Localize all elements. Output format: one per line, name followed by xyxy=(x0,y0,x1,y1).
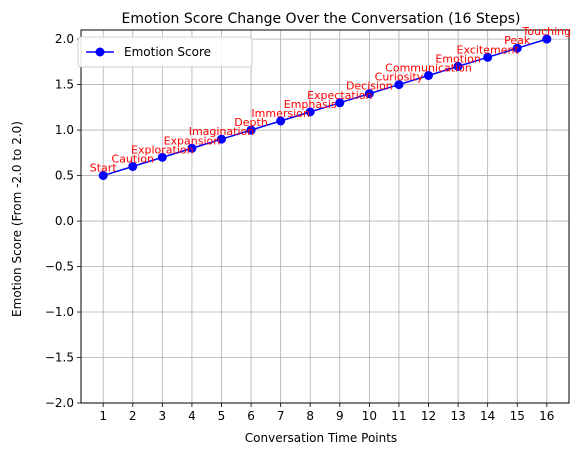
legend-box xyxy=(77,36,253,68)
data-point xyxy=(157,152,167,162)
chart-title: Emotion Score Change Over the Conversati… xyxy=(122,11,521,27)
y-tick-label: 1.5 xyxy=(55,78,74,92)
x-tick-label: 7 xyxy=(277,409,285,423)
data-point xyxy=(276,116,286,126)
y-tick-label: 1.0 xyxy=(55,123,74,137)
x-tick-label: 13 xyxy=(450,409,465,423)
legend-entry-label: Emotion Score xyxy=(124,45,211,59)
point-annotation: Emphasis xyxy=(284,98,337,111)
x-tick-label: 9 xyxy=(336,409,344,423)
data-point xyxy=(394,80,404,90)
point-annotation: Curiosity xyxy=(375,71,424,84)
x-tick-label: 6 xyxy=(247,409,255,423)
x-tick-label: 3 xyxy=(159,409,167,423)
legend-marker-swatch xyxy=(95,47,105,57)
data-point xyxy=(216,134,226,144)
y-tick-label: 0.0 xyxy=(55,214,74,228)
x-tick-label: 11 xyxy=(391,409,406,423)
data-point xyxy=(128,161,138,171)
data-point xyxy=(453,61,463,71)
data-point xyxy=(246,125,256,135)
plot-area xyxy=(80,29,570,404)
data-point xyxy=(98,171,108,181)
point-annotation: Caution xyxy=(112,152,154,165)
y-tick-label: −0.5 xyxy=(45,260,74,274)
data-point xyxy=(542,34,552,44)
point-annotation: Expansion xyxy=(164,134,221,147)
point-annotation: Emotion xyxy=(435,52,480,65)
series-line xyxy=(102,38,548,177)
point-annotation: Touching xyxy=(522,25,572,38)
point-annotation: Start xyxy=(90,162,118,175)
point-annotation: Decision xyxy=(346,80,393,93)
x-tick-label: 5 xyxy=(218,409,226,423)
point-annotation: Imagination xyxy=(189,125,255,138)
y-axis-ticks: −2.0 −1.5 −1.0 −0.5 0.0 0.5 1.0 1.5 2.0 xyxy=(45,32,81,410)
x-axis-ticks: 1 2 3 4 5 6 7 8 9 10 11 12 13 14 15 16 xyxy=(99,403,554,423)
y-tick-label: 0.5 xyxy=(55,169,74,183)
point-annotation: Immersion xyxy=(251,107,309,120)
x-tick-label: 2 xyxy=(129,409,137,423)
y-tick-label: 2.0 xyxy=(55,32,74,46)
point-annotation: Excitement xyxy=(457,43,520,56)
point-annotation: Depth xyxy=(234,116,268,129)
data-point xyxy=(364,89,374,99)
data-point xyxy=(512,43,522,53)
point-annotation: Peak xyxy=(504,34,531,47)
x-tick-label: 15 xyxy=(510,409,525,423)
data-point xyxy=(187,143,197,153)
y-tick-label: −1.0 xyxy=(45,305,74,319)
legend: Emotion Score xyxy=(77,36,253,68)
y-axis-label: Emotion Score (From -2.0 to 2.0) xyxy=(10,121,24,317)
data-point xyxy=(335,98,345,108)
y-tick-label: −1.5 xyxy=(45,351,74,365)
x-tick-label: 8 xyxy=(306,409,314,423)
series-emotion-score xyxy=(98,34,552,181)
x-tick-label: 14 xyxy=(480,409,495,423)
x-tick-label: 4 xyxy=(188,409,196,423)
data-point xyxy=(483,52,493,62)
x-tick-label: 12 xyxy=(421,409,436,423)
x-axis-label: Conversation Time Points xyxy=(245,431,397,445)
point-annotation: Exploration xyxy=(131,143,194,156)
x-tick-label: 10 xyxy=(362,409,377,423)
point-annotations: StartCautionExplorationExpansionImaginat… xyxy=(90,25,571,174)
y-tick-label: −2.0 xyxy=(45,396,74,410)
x-tick-label: 1 xyxy=(99,409,107,423)
grid-lines xyxy=(81,30,569,404)
data-point xyxy=(305,107,315,117)
x-tick-label: 16 xyxy=(539,409,554,423)
point-annotation: Expectation xyxy=(307,89,372,102)
data-point xyxy=(424,70,434,80)
point-annotation: Communication xyxy=(385,61,472,74)
